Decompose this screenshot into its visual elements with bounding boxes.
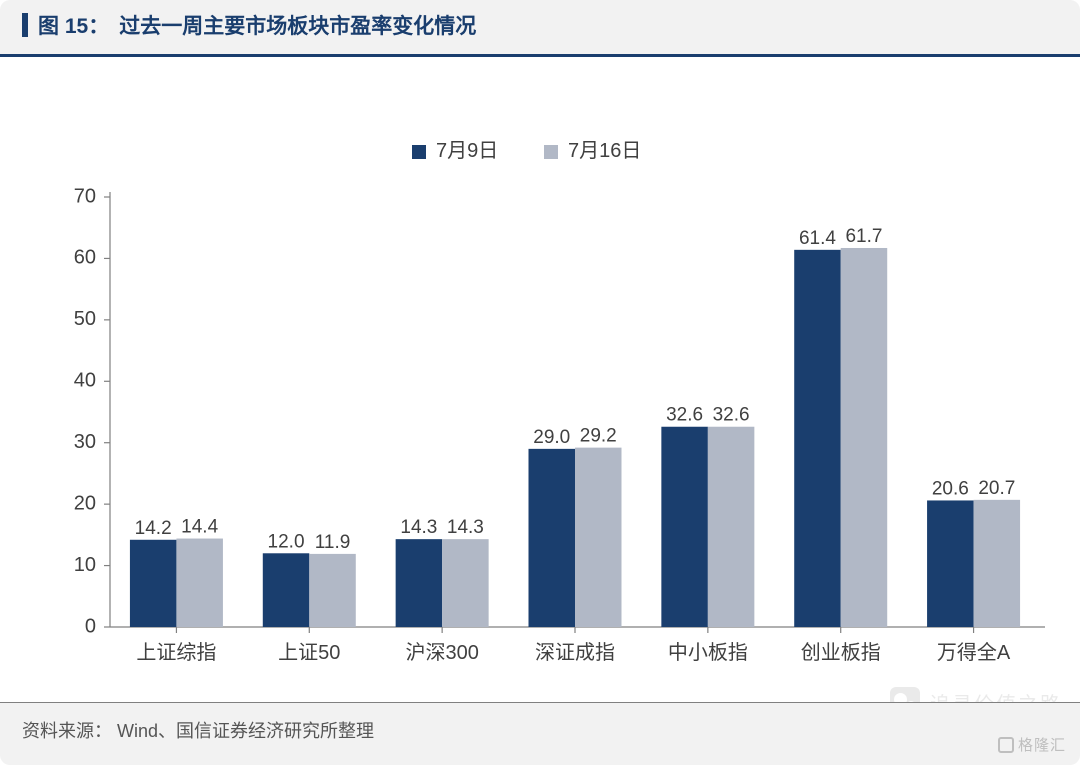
bar xyxy=(309,554,356,627)
legend-swatch xyxy=(412,145,426,159)
bar xyxy=(841,248,888,627)
bar-value-label: 32.6 xyxy=(666,405,703,426)
y-tick-label: 50 xyxy=(74,308,96,330)
bar-value-label: 29.2 xyxy=(580,426,617,447)
footer-tag: 格隆汇 xyxy=(998,734,1066,755)
y-tick-label: 40 xyxy=(74,370,96,392)
legend-label: 7月9日 xyxy=(436,140,498,162)
y-tick-label: 30 xyxy=(74,431,96,453)
x-category-label: 万得全A xyxy=(937,641,1011,664)
bar-value-label: 61.7 xyxy=(845,226,882,247)
bar xyxy=(575,448,622,627)
bar xyxy=(794,250,841,627)
x-category-label: 上证50 xyxy=(278,641,340,664)
bar-value-label: 14.3 xyxy=(400,517,437,538)
source-bar: 资料来源： Wind、国信证券经济研究所整理 xyxy=(0,702,1080,765)
x-category-label: 中小板指 xyxy=(668,641,748,664)
figure-title: 过去一周主要市场板块市盈率变化情况 xyxy=(119,10,476,40)
bar-value-label: 11.9 xyxy=(315,532,351,553)
bar-value-label: 12.0 xyxy=(268,531,305,552)
bar-value-label: 14.2 xyxy=(135,518,172,539)
chart-area: 0 10 20 30 40 50 60 70 上证综指 14.2 14.4 上证50 12.0 11.9 沪… xyxy=(0,57,1080,697)
x-category-label: 上证综指 xyxy=(136,641,216,664)
y-tick-label: 60 xyxy=(74,247,96,269)
bar xyxy=(263,553,310,627)
bar xyxy=(927,500,974,627)
legend-swatch xyxy=(544,145,558,159)
bar-value-label: 20.6 xyxy=(932,478,969,499)
figure-header: 图 15： 过去一周主要市场板块市盈率变化情况 xyxy=(0,0,1080,57)
legend-label: 7月16日 xyxy=(568,140,641,162)
y-tick-label: 10 xyxy=(74,554,96,576)
bar xyxy=(130,540,177,627)
y-tick-label: 0 xyxy=(85,615,96,637)
bar-value-label: 20.7 xyxy=(978,478,1015,499)
x-category-label: 创业板指 xyxy=(801,641,881,664)
source-label: 资料来源： xyxy=(22,721,112,741)
header-accent xyxy=(22,13,28,37)
bar xyxy=(661,427,708,627)
bar-value-label: 29.0 xyxy=(533,427,570,448)
bar xyxy=(176,539,223,627)
x-category-label: 深证成指 xyxy=(535,641,615,664)
bar xyxy=(974,500,1021,627)
source-text: Wind、国信证券经济研究所整理 xyxy=(117,721,374,741)
y-tick-label: 70 xyxy=(74,185,96,207)
gelonghui-icon xyxy=(998,737,1014,753)
bar-value-label: 61.4 xyxy=(799,228,836,249)
bar xyxy=(442,539,489,627)
footer-tag-text: 格隆汇 xyxy=(1018,734,1066,755)
bar xyxy=(396,539,443,627)
bar-chart: 0 10 20 30 40 50 60 70 上证综指 14.2 14.4 上证50 12.0 11.9 沪… xyxy=(0,57,1080,697)
y-tick-label: 20 xyxy=(74,492,96,514)
bar-value-label: 14.4 xyxy=(181,517,218,538)
figure-number: 图 15： xyxy=(38,10,109,40)
bar xyxy=(529,449,576,627)
x-category-label: 沪深300 xyxy=(405,641,478,664)
bar-value-label: 14.3 xyxy=(447,517,484,538)
figure-frame: 图 15： 过去一周主要市场板块市盈率变化情况 0 10 20 30 40 50 60 70 上… xyxy=(0,0,1080,765)
bar-value-label: 32.6 xyxy=(713,405,750,426)
bar xyxy=(708,427,755,627)
